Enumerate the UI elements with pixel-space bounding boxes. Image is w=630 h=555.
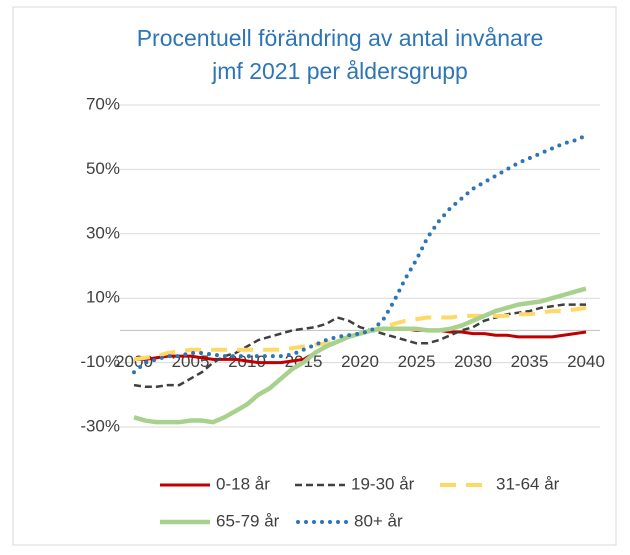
x-tick-label: 2030: [454, 352, 492, 371]
chart-title: Procentuell förändring av antal invånare…: [136, 25, 544, 84]
series-line: [133, 286, 587, 425]
legend-label: 31-64 år: [496, 474, 560, 493]
y-tick-label: 50%: [86, 159, 120, 178]
y-tick-label: -30%: [80, 416, 120, 435]
x-tick-label: 2020: [341, 352, 379, 371]
y-tick-label: -10%: [80, 352, 120, 371]
x-tick-label: 2035: [511, 352, 549, 371]
x-tick-label: 2025: [398, 352, 436, 371]
series-line: [133, 303, 586, 388]
legend-label: 80+ år: [354, 511, 403, 530]
y-tick-label: 10%: [86, 288, 120, 307]
legend-label: 0-18 år: [216, 474, 270, 493]
y-tick-label: 30%: [86, 223, 120, 242]
legend-label: 19-30 år: [351, 474, 415, 493]
legend-label: 65-79 år: [216, 511, 280, 530]
x-tick-label: 2040: [567, 352, 605, 371]
y-tick-label: 70%: [86, 94, 120, 113]
series-line: [132, 133, 588, 375]
chart-border: [12, 6, 617, 546]
